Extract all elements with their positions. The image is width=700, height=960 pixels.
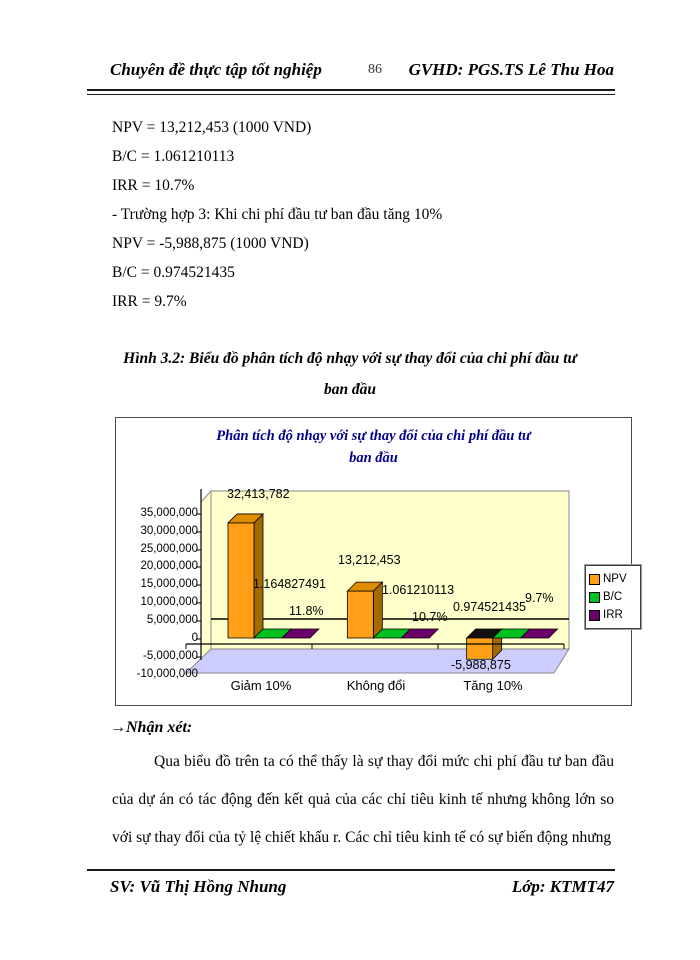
irr-swatch-icon <box>589 609 600 621</box>
page-number: 86 <box>368 62 382 77</box>
comment-paragraph: Qua biểu đồ trên ta có thể thấy là sự th… <box>112 753 614 846</box>
plot-floor <box>184 648 570 674</box>
comment-heading-text: Nhận xét: <box>126 719 193 736</box>
y-tick: -5,000,000 <box>143 650 198 662</box>
header-rule-bottom <box>87 94 615 95</box>
label-bc-khongdoi: 1.061210113 <box>382 583 455 597</box>
y-tick: 15,000,000 <box>140 578 198 590</box>
chart-title-line2: ban đầu <box>349 450 398 466</box>
body-line: - Trường hợp 3: Khi chi phí đầu tư ban đ… <box>112 206 443 223</box>
chart-title-line1: Phân tích độ nhạy với sự thay đổi của ch… <box>216 428 531 444</box>
comment-heading: →Nhận xét: <box>110 719 192 737</box>
body-line: B/C = 1.061210113 <box>112 148 235 165</box>
label-npv-tang10: -5,988,875 <box>451 658 511 672</box>
footer-class: Lớp: KTMT47 <box>511 877 614 896</box>
legend-label: NPV <box>603 573 627 585</box>
sensitivity-chart: Phân tích độ nhạy với sự thay đổi của ch… <box>115 417 642 706</box>
header-title: Chuyên đề thực tập tốt nghiệp <box>110 60 322 79</box>
header-rule-top <box>87 89 615 91</box>
label-bc-giam10: 1.164827491 <box>253 577 326 591</box>
header-supervisor: GVHD: PGS.TS Lê Thu Hoa <box>408 60 614 79</box>
y-tick: 10,000,000 <box>140 596 198 608</box>
chart-plot-3d <box>184 489 570 674</box>
legend-label: IRR <box>603 609 623 621</box>
chart-legend: NPV B/C IRR <box>584 564 642 630</box>
bars-group <box>227 512 559 661</box>
y-tick: -10,000,000 <box>136 668 198 680</box>
label-irr-giam10: 11.8% <box>289 604 324 618</box>
category-label: Giảm 10% <box>230 678 292 693</box>
body-line: NPV = 13,212,453 (1000 VND) <box>112 119 312 136</box>
y-tick: 0 <box>191 632 198 644</box>
category-label: Tăng 10% <box>463 678 523 693</box>
y-tick: 25,000,000 <box>140 543 198 555</box>
legend-item-irr: IRR <box>589 606 637 624</box>
label-irr-khongdoi: 10.7% <box>412 610 448 624</box>
arrow-icon: → <box>110 719 126 736</box>
figure-caption-line2: ban đầu <box>323 381 377 398</box>
value-axis-ticks <box>196 513 201 658</box>
y-tick: 5,000,000 <box>146 614 198 626</box>
body-line: NPV = -5,988,875 (1000 VND) <box>112 235 309 252</box>
body-line: IRR = 9.7% <box>112 293 187 310</box>
label-npv-khongdoi: 13,212,453 <box>338 553 401 567</box>
y-tick: 35,000,000 <box>140 507 198 519</box>
label-irr-tang10: 9.7% <box>525 591 554 605</box>
bc-swatch-icon <box>589 591 600 603</box>
body-line: IRR = 10.7% <box>112 177 195 194</box>
plot-left-wall <box>200 489 212 662</box>
figure-caption-line1: Hình 3.2: Biểu đồ phân tích độ nhạy với … <box>123 350 577 367</box>
legend-item-npv: NPV <box>589 570 637 588</box>
body-line: B/C = 0.974521435 <box>112 264 235 281</box>
footer-rule <box>87 869 615 871</box>
y-tick: 20,000,000 <box>140 560 198 572</box>
label-npv-giam10: 32,413,782 <box>227 487 290 501</box>
label-bc-tang10: 0.974521435 <box>453 600 526 614</box>
legend-item-bc: B/C <box>589 588 637 606</box>
category-label: Không đổi <box>346 678 406 693</box>
npv-swatch-icon <box>589 573 600 585</box>
category-axis-ticks <box>185 644 565 649</box>
legend-label: B/C <box>603 591 623 603</box>
plot-back-wall <box>210 490 570 650</box>
y-tick: 30,000,000 <box>140 525 198 537</box>
footer-student: SV: Vũ Thị Hồng Nhung <box>110 877 287 896</box>
